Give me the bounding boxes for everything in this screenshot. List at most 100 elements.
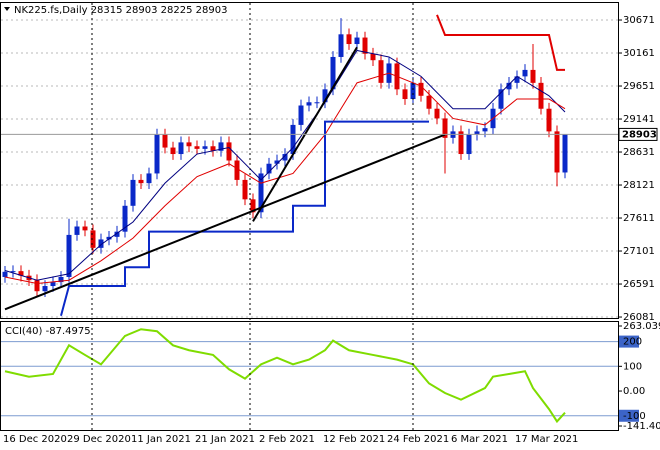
candle-body xyxy=(170,147,176,155)
x-tick-label: 2 Feb 2021 xyxy=(259,434,315,445)
y-tick-label: -100 xyxy=(623,411,646,422)
candle-body xyxy=(314,102,320,104)
candle-body xyxy=(346,34,352,45)
level-label-box xyxy=(619,409,639,422)
candle-body xyxy=(458,131,464,155)
cci-line xyxy=(4,328,566,424)
candle-body xyxy=(538,82,544,109)
x-tick-label: 11 Jan 2021 xyxy=(131,434,191,445)
candle-body xyxy=(114,231,120,237)
x-tick-label: 17 Mar 2021 xyxy=(515,434,578,445)
candle-body xyxy=(154,134,160,174)
candle-body xyxy=(202,146,208,149)
candle-body xyxy=(378,60,384,83)
candle-body xyxy=(410,82,416,100)
candle-body xyxy=(138,179,144,184)
candle-body xyxy=(162,134,168,148)
candle-body xyxy=(474,131,480,135)
last-price-box xyxy=(618,127,658,141)
y-tick-label: 27101 xyxy=(623,246,655,257)
y-tick-label: 200 xyxy=(623,337,642,348)
x-tick-label: 21 Jan 2021 xyxy=(195,434,255,445)
candle-body xyxy=(426,95,432,109)
candle-body xyxy=(218,142,224,151)
x-tick-label: 6 Mar 2021 xyxy=(451,434,508,445)
candle-body xyxy=(130,179,136,206)
x-tick-label: 16 Dec 2020 xyxy=(3,434,67,445)
candle-body xyxy=(282,154,288,161)
candle-body xyxy=(98,239,104,248)
candle-body xyxy=(194,146,200,149)
candle-body xyxy=(498,89,504,109)
title-arrow xyxy=(4,7,10,11)
y-tick-label: 30161 xyxy=(623,48,655,59)
candle-body xyxy=(266,163,272,174)
candle-body xyxy=(82,226,88,231)
candle-body xyxy=(402,89,408,100)
y-tick-label: 26591 xyxy=(623,279,655,290)
overlay-line xyxy=(60,120,429,317)
candle-body xyxy=(362,37,368,54)
chart-title: NK225.fs,Daily 28315 28903 28225 28903 xyxy=(14,5,227,16)
y-tick-label: 30671 xyxy=(623,15,655,26)
candle-body xyxy=(90,230,96,248)
candle-body xyxy=(58,276,64,283)
y-tick-label: 100 xyxy=(623,361,642,372)
x-tick-label: 24 Feb 2021 xyxy=(387,434,449,445)
candle-body xyxy=(530,69,536,83)
candle-body xyxy=(50,282,56,287)
candle-body xyxy=(370,53,376,61)
level-label-box xyxy=(619,335,639,348)
y-tick-label: 26081 xyxy=(623,312,655,323)
candle-body xyxy=(74,226,80,235)
candle-body xyxy=(18,271,24,276)
candle-body xyxy=(250,199,256,213)
x-tick-label: 12 Feb 2021 xyxy=(323,434,385,445)
candle-body xyxy=(482,128,488,132)
candle-body xyxy=(146,173,152,184)
y-tick-label: 29141 xyxy=(623,114,655,125)
candle-body xyxy=(10,271,16,273)
candle-body xyxy=(442,118,448,138)
candle-body xyxy=(274,160,280,164)
y-tick-label: -141.404 xyxy=(623,421,660,432)
candle-body xyxy=(122,205,128,232)
candle-body xyxy=(306,102,312,106)
candle-body xyxy=(226,142,232,161)
candle-body xyxy=(106,236,112,240)
candle-body xyxy=(354,37,360,45)
candle-body xyxy=(506,82,512,90)
y-tick-label: 28121 xyxy=(623,180,655,191)
last-price-label: 28903 xyxy=(622,129,657,140)
candle-body xyxy=(338,34,344,57)
candle-body xyxy=(322,89,328,103)
candle-body xyxy=(466,134,472,155)
candle-body xyxy=(418,82,424,96)
candle-body xyxy=(186,142,192,147)
overlay-line xyxy=(4,49,566,281)
main-panel xyxy=(0,2,619,319)
candle-body xyxy=(34,280,40,292)
y-tick-label: 28631 xyxy=(623,147,655,158)
candle-body xyxy=(42,286,48,292)
candle-body xyxy=(562,134,568,173)
cci-panel xyxy=(0,321,619,431)
y-tick-label: 0.00 xyxy=(623,386,645,397)
candle-body xyxy=(514,76,520,83)
y-tick-label: 29651 xyxy=(623,81,655,92)
candle-body xyxy=(234,160,240,180)
x-tick-label: 29 Dec 2020 xyxy=(67,434,131,445)
cci-title: CCI(40) -87.4975 xyxy=(5,326,91,337)
candle-body xyxy=(554,131,560,173)
candle-body xyxy=(546,108,552,132)
candle-body xyxy=(522,69,528,77)
overlay-line xyxy=(4,133,446,311)
candle-body xyxy=(434,108,440,119)
candle-body xyxy=(258,173,264,213)
y-tick-label: 27611 xyxy=(623,213,655,224)
candle-body xyxy=(290,124,296,155)
candle-body xyxy=(66,234,72,277)
candle-body xyxy=(242,179,248,200)
